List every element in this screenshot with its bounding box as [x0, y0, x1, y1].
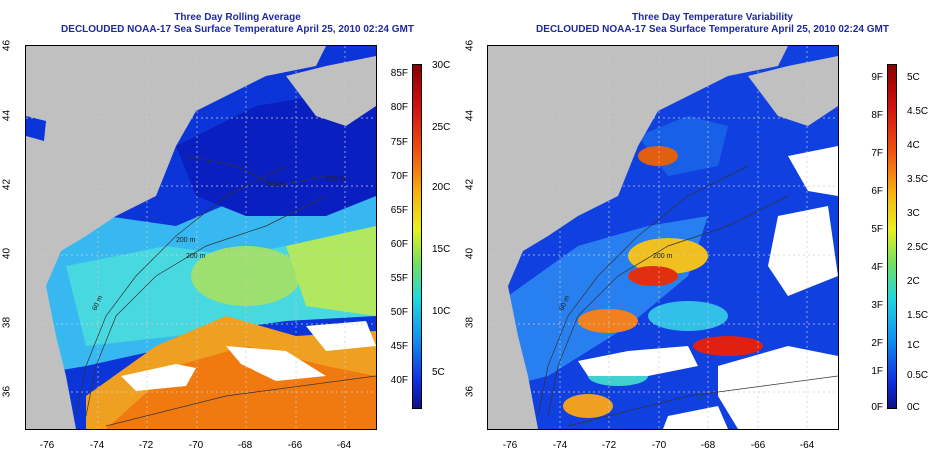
colorbar-f-label: 65F: [390, 205, 408, 216]
colorbar-c-label: 0C: [907, 402, 920, 413]
panel-title: Three Day Temperature Variability: [632, 12, 793, 23]
lon-tick: -72: [601, 440, 617, 451]
colorbar-f-label: 85F: [390, 68, 408, 79]
colorbar-f-label: 45F: [390, 341, 408, 352]
isobath-label: 200 m: [326, 176, 346, 183]
sst-variability-map[interactable]: 200 m 60 m: [487, 45, 839, 430]
colorbar-f-label: 70F: [390, 171, 408, 182]
sst-colorbar: [412, 64, 422, 409]
lat-tick: 42: [1, 178, 13, 191]
colorbar-f-label: 2F: [871, 338, 883, 349]
colorbar-f-label: 9F: [871, 72, 883, 83]
map-image: 200 m 200 m 200 m 200 m 60 m: [26, 46, 376, 429]
lon-tick: -70: [651, 440, 667, 451]
lat-tick: 46: [464, 39, 476, 52]
lon-tick: -66: [287, 440, 303, 451]
colorbar-f-label: 0F: [871, 402, 883, 413]
colorbar-f-label: 1F: [871, 366, 883, 377]
lat-tick: 42: [464, 178, 476, 191]
colorbar-c-label: 15C: [432, 244, 451, 255]
panel-subtitle: DECLOUDED NOAA-17 Sea Surface Temperatur…: [536, 24, 889, 35]
colorbar-f-label: 75F: [390, 137, 408, 148]
lat-tick: 40: [464, 247, 476, 260]
sst-variability-panel: Three Day Temperature Variability DECLOU…: [465, 0, 950, 475]
panel-subtitle: DECLOUDED NOAA-17 Sea Surface Temperatur…: [61, 24, 414, 35]
lat-tick: 44: [464, 109, 476, 122]
lon-tick: -64: [799, 440, 815, 451]
lon-tick: -74: [552, 440, 568, 451]
lat-tick: 36: [464, 385, 476, 398]
lon-tick: -72: [138, 440, 154, 451]
colorbar-f-label: 8F: [871, 110, 883, 121]
colorbar-f-label: 40F: [390, 375, 408, 386]
colorbar-c-label: 25C: [432, 122, 451, 133]
lat-tick: 36: [1, 385, 13, 398]
lon-tick: -74: [89, 440, 105, 451]
colorbar-f-label: 4F: [871, 262, 883, 273]
colorbar-f-label: 80F: [390, 102, 408, 113]
isobath-label: 200 m: [266, 181, 286, 188]
colorbar-c-label: 1.5C: [907, 310, 929, 321]
lon-tick: -76: [39, 440, 55, 451]
lat-tick: 40: [1, 247, 13, 260]
isobath-label: 200 m: [176, 237, 196, 244]
lon-tick: -66: [750, 440, 766, 451]
sst-average-panel: Three Day Rolling Average DECLOUDED NOAA…: [1, 12, 451, 451]
colorbar-c-label: 0.5C: [907, 370, 929, 381]
map-image: 200 m 60 m: [488, 46, 838, 429]
colorbar-c-label: 2C: [907, 276, 920, 287]
colorbar-c-label: 2.5C: [907, 242, 929, 253]
colorbar-f-label: 55F: [390, 273, 408, 284]
lon-tick: -70: [188, 440, 204, 451]
colorbar-c-label: 3C: [907, 208, 920, 219]
lat-tick: 46: [1, 39, 13, 52]
lon-tick: -76: [502, 440, 518, 451]
lat-tick: 38: [1, 316, 13, 329]
isobath-label: 200 m: [653, 253, 673, 260]
colorbar-f-label: 6F: [871, 186, 883, 197]
colorbar-c-label: 5C: [907, 72, 920, 83]
colorbar-c-label: 10C: [432, 306, 451, 317]
colorbar-c-label: 20C: [432, 182, 451, 193]
sst-average-map[interactable]: 200 m 200 m 200 m 200 m 60 m: [25, 45, 377, 430]
lon-tick: -64: [336, 440, 352, 451]
colorbar-f-label: 60F: [390, 239, 408, 250]
colorbar-c-label: 5C: [432, 367, 445, 378]
colorbar-f-label: 5F: [871, 224, 883, 235]
colorbar-c-label: 3.5C: [907, 174, 929, 185]
lon-tick: -68: [237, 440, 253, 451]
colorbar-f-label: 50F: [390, 307, 408, 318]
colorbar-f-label: 7F: [871, 148, 883, 159]
isobath-label: 200 m: [186, 253, 206, 260]
colorbar-f-label: 3F: [871, 300, 883, 311]
variability-colorbar: [887, 64, 897, 409]
colorbar-c-label: 1C: [907, 340, 920, 351]
colorbar-c-label: 4C: [907, 140, 920, 151]
lat-tick: 38: [464, 316, 476, 329]
lon-tick: -68: [700, 440, 716, 451]
lat-tick: 44: [1, 109, 13, 122]
colorbar-c-label: 4.5C: [907, 106, 929, 117]
colorbar-c-label: 30C: [432, 60, 451, 71]
panel-title: Three Day Rolling Average: [174, 12, 301, 23]
